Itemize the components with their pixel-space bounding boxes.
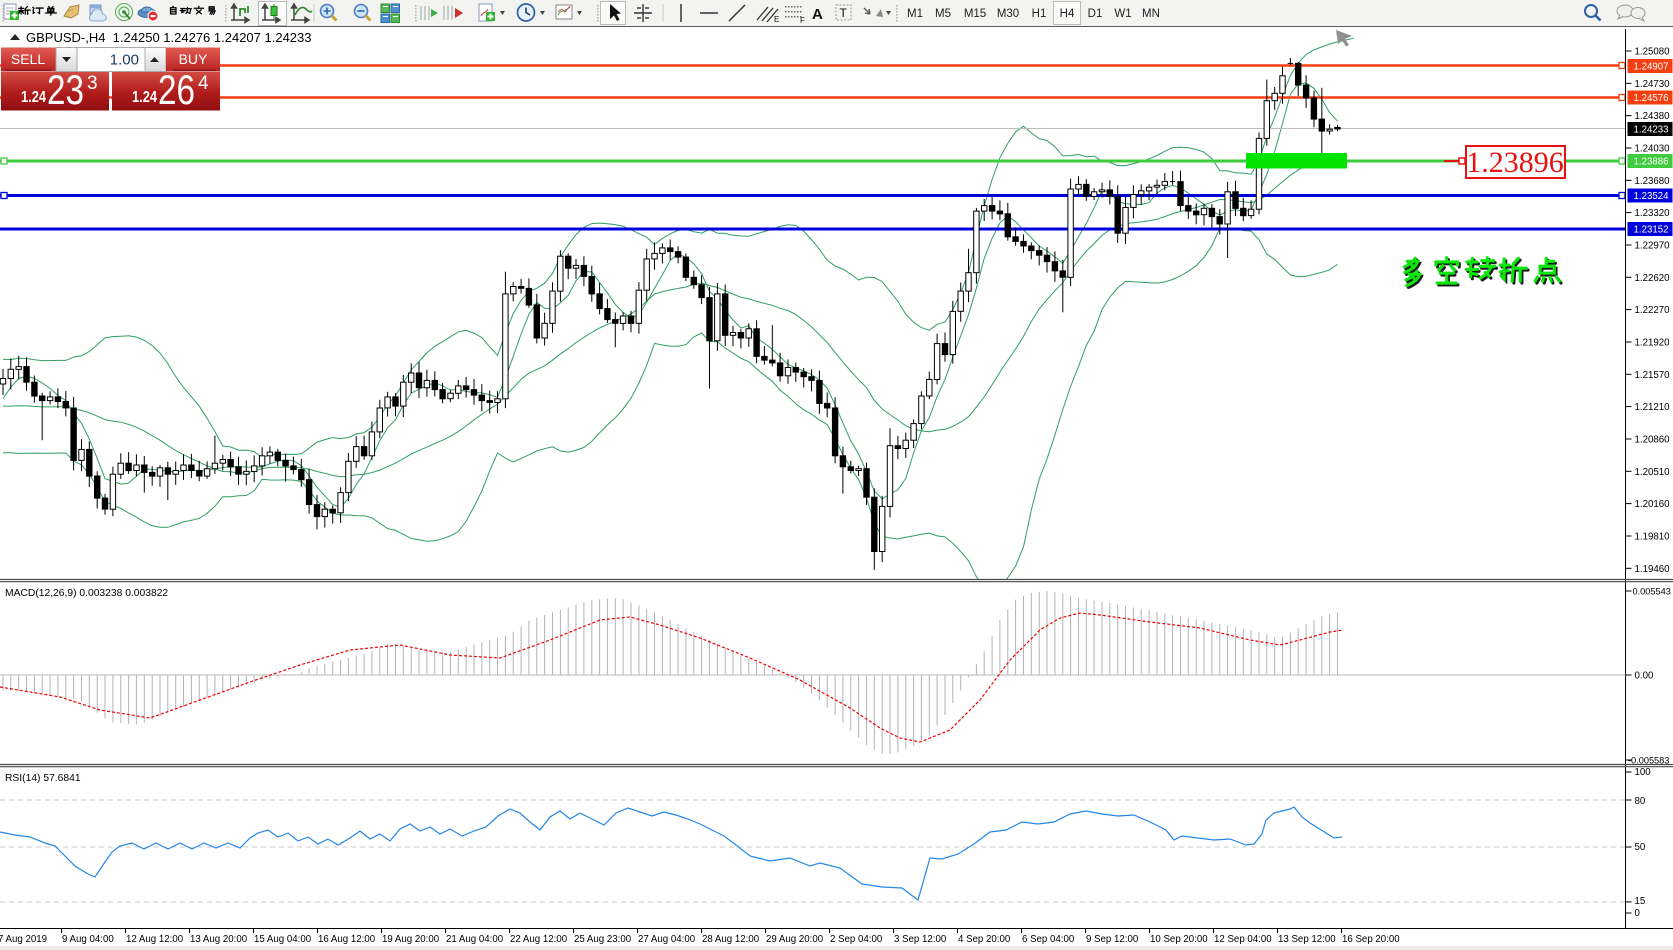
svg-text:80: 80	[1635, 796, 1646, 807]
svg-text:1.24380: 1.24380	[1635, 111, 1671, 122]
svg-text:1.24: 1.24	[132, 89, 157, 106]
svg-text:T: T	[840, 6, 848, 20]
svg-text:4 Sep 20:00: 4 Sep 20:00	[958, 934, 1011, 945]
svg-text:1.23680: 1.23680	[1635, 176, 1671, 187]
svg-text:1.19460: 1.19460	[1635, 564, 1671, 575]
svg-text:10 Sep 20:00: 10 Sep 20:00	[1150, 934, 1208, 945]
svg-text:1.24030: 1.24030	[1635, 144, 1671, 155]
svg-text:12 Sep 04:00: 12 Sep 04:00	[1214, 934, 1272, 945]
svg-text:13 Aug 20:00: 13 Aug 20:00	[190, 934, 248, 945]
svg-text:28 Aug 12:00: 28 Aug 12:00	[702, 934, 760, 945]
svg-text:BUY: BUY	[179, 51, 208, 67]
svg-text:H1: H1	[1032, 8, 1047, 20]
svg-text:M15: M15	[964, 8, 986, 20]
svg-text:22 Aug 12:00: 22 Aug 12:00	[510, 934, 568, 945]
svg-text:1.21210: 1.21210	[1635, 402, 1671, 413]
svg-text:3: 3	[87, 73, 98, 94]
svg-text:F: F	[800, 16, 805, 25]
svg-text:1.22620: 1.22620	[1635, 273, 1671, 284]
svg-text:MN: MN	[1142, 8, 1160, 20]
svg-text:M5: M5	[935, 8, 951, 20]
svg-text:1.23152: 1.23152	[1634, 225, 1669, 236]
svg-text:29 Aug 20:00: 29 Aug 20:00	[766, 934, 824, 945]
svg-text:1.00: 1.00	[110, 52, 139, 69]
svg-text:1.23896: 1.23896	[1466, 146, 1564, 179]
svg-text:0: 0	[1635, 908, 1641, 919]
svg-text:16 Sep 20:00: 16 Sep 20:00	[1342, 934, 1400, 945]
svg-text:16 Aug 12:00: 16 Aug 12:00	[318, 934, 376, 945]
svg-text:1.20860: 1.20860	[1635, 435, 1671, 446]
svg-text:M30: M30	[997, 8, 1019, 20]
svg-text:1.23320: 1.23320	[1635, 208, 1671, 219]
svg-text:15 Aug 04:00: 15 Aug 04:00	[254, 934, 312, 945]
svg-text:GBPUSD-,H4 1.24250 1.24276 1.: GBPUSD-,H4 1.24250 1.24276 1.24207 1.242…	[26, 30, 312, 45]
svg-text:1.24233: 1.24233	[1634, 125, 1669, 136]
svg-text:0.00: 0.00	[1635, 671, 1654, 682]
svg-text:M1: M1	[907, 8, 923, 20]
svg-text:13 Sep 12:00: 13 Sep 12:00	[1278, 934, 1336, 945]
svg-text:4: 4	[198, 73, 209, 94]
svg-text:-0.005583: -0.005583	[1628, 756, 1669, 766]
svg-text:1.23886: 1.23886	[1634, 157, 1669, 168]
svg-text:MACD(12,26,9) 0.003238 0.00382: MACD(12,26,9) 0.003238 0.003822	[5, 588, 168, 599]
svg-text:1.22970: 1.22970	[1635, 241, 1671, 252]
svg-text:3 Sep 12:00: 3 Sep 12:00	[894, 934, 947, 945]
svg-text:1.25080: 1.25080	[1635, 47, 1671, 58]
svg-text:1.20160: 1.20160	[1635, 499, 1671, 510]
svg-text:1.24576: 1.24576	[1634, 93, 1669, 104]
svg-text:1.24730: 1.24730	[1635, 79, 1671, 90]
svg-text:RSI(14) 57.6841: RSI(14) 57.6841	[5, 773, 81, 784]
svg-text:1.24907: 1.24907	[1634, 62, 1669, 73]
svg-text:12 Aug 12:00: 12 Aug 12:00	[126, 934, 184, 945]
svg-text:A: A	[812, 6, 823, 23]
svg-text:15: 15	[1635, 896, 1646, 907]
svg-text:D1: D1	[1088, 8, 1103, 20]
svg-text:50: 50	[1635, 842, 1646, 853]
svg-text:SELL: SELL	[11, 51, 45, 67]
svg-text:21 Aug 04:00: 21 Aug 04:00	[446, 934, 504, 945]
svg-text:25 Aug 23:00: 25 Aug 23:00	[574, 934, 632, 945]
svg-text:27 Aug 04:00: 27 Aug 04:00	[638, 934, 696, 945]
svg-text:W1: W1	[1114, 8, 1131, 20]
svg-text:2 Sep 04:00: 2 Sep 04:00	[830, 934, 883, 945]
svg-text:23: 23	[47, 66, 84, 113]
svg-text:1.24: 1.24	[21, 89, 46, 106]
svg-text:0.005543: 0.005543	[1633, 587, 1671, 597]
svg-text:9 Sep 12:00: 9 Sep 12:00	[1086, 934, 1139, 945]
svg-text:1.19810: 1.19810	[1635, 532, 1671, 543]
svg-text:1.21570: 1.21570	[1635, 370, 1671, 381]
svg-text:E: E	[774, 15, 779, 24]
svg-text:100: 100	[1635, 767, 1652, 778]
svg-text:1.21920: 1.21920	[1635, 338, 1671, 349]
svg-text:7 Aug 2019: 7 Aug 2019	[0, 934, 47, 945]
svg-text:1.22270: 1.22270	[1635, 305, 1671, 316]
svg-text:1.23524: 1.23524	[1634, 191, 1670, 202]
svg-text:19 Aug 20:00: 19 Aug 20:00	[382, 934, 440, 945]
svg-text:1.20510: 1.20510	[1635, 467, 1671, 478]
svg-text:9 Aug 04:00: 9 Aug 04:00	[62, 934, 114, 945]
svg-text:H4: H4	[1060, 8, 1075, 20]
svg-text:6 Sep 04:00: 6 Sep 04:00	[1022, 934, 1075, 945]
svg-text:26: 26	[158, 66, 195, 113]
